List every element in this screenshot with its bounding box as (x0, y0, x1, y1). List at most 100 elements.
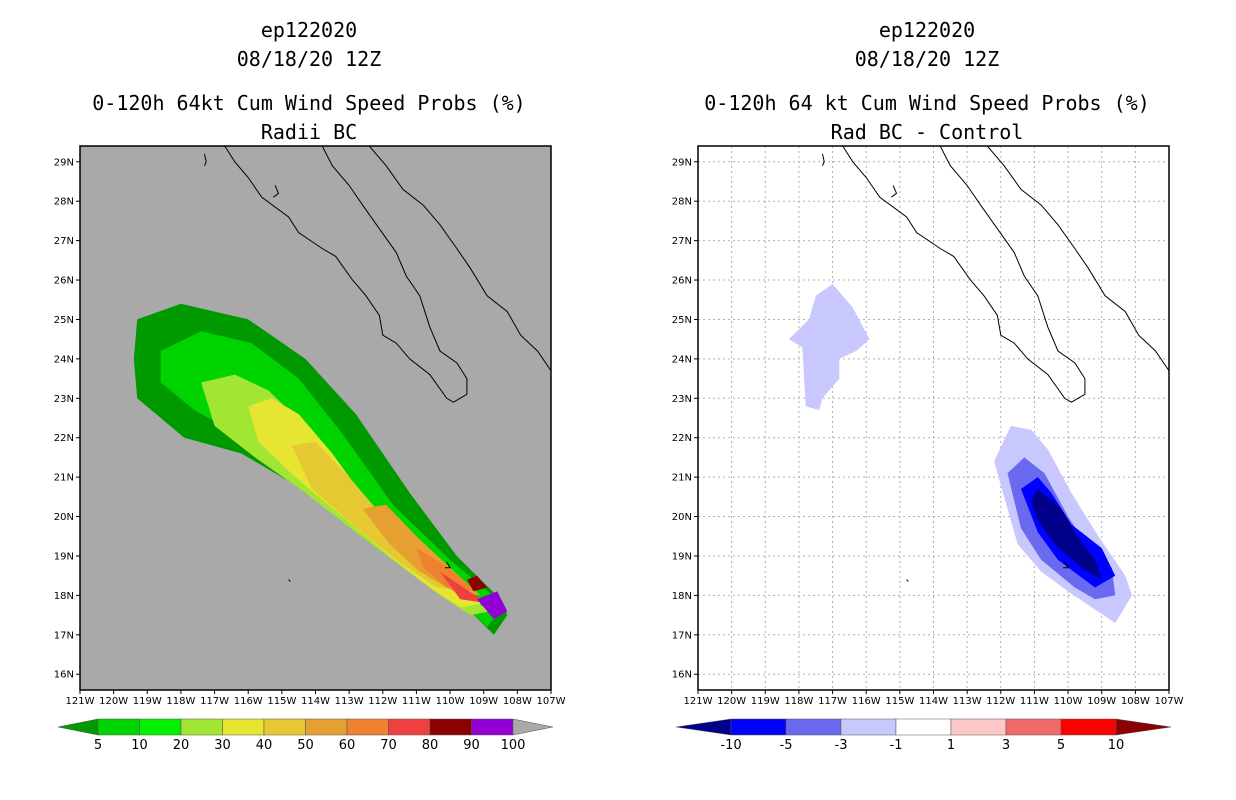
y-tick-label: 28N (54, 197, 74, 208)
colorbar-label: 10 (1108, 738, 1125, 753)
island (445, 561, 451, 569)
date-label: 08/18/20 12Z (236, 47, 382, 71)
contour-neg1 (788, 284, 870, 411)
plot-area (698, 146, 1169, 690)
colorbar-box (180, 718, 223, 736)
coastline-mainland (986, 146, 1169, 371)
island (822, 153, 825, 166)
x-tick-label: 112W (368, 696, 397, 707)
colorbar-label: 1 (947, 738, 955, 753)
coastline-baja (842, 146, 1086, 403)
colorbar-arrow-low (57, 718, 99, 736)
chart-subtitle: Rad BC - Control (830, 120, 1024, 144)
chart-title: 0-120h 64kt Cum Wind Speed Probs (%) (92, 91, 526, 115)
y-tick-label: 20N (54, 512, 74, 523)
colorbar-label: 90 (463, 738, 480, 753)
x-tick-label: 115W (885, 696, 914, 707)
contour-neg10 (1031, 489, 1102, 580)
colorbar-label: 5 (94, 738, 102, 753)
colorbar-box (785, 718, 842, 736)
y-tick-label: 24N (672, 354, 692, 365)
x-tick-label: 112W (986, 696, 1015, 707)
x-tick-label: 113W (335, 696, 364, 707)
colorbar-label: 40 (256, 738, 273, 753)
colorbar-label: 30 (214, 738, 231, 753)
y-tick-label: 22N (54, 433, 74, 444)
y-tick-label: 18N (54, 591, 74, 602)
island (891, 185, 898, 198)
x-tick-label: 108W (1121, 696, 1150, 707)
colorbar-box (950, 718, 1007, 736)
colorbar-arrow-high (512, 718, 554, 736)
x-tick-label: 121W (66, 696, 95, 707)
island (906, 579, 909, 582)
coastline-mainland (368, 146, 551, 371)
colorbar-label: 3 (1002, 738, 1010, 753)
right-panel: ep122020 08/18/20 12Z 0-120h 64 kt Cum W… (618, 0, 1236, 800)
colorbar-box (388, 718, 431, 736)
colorbar-box (1005, 718, 1062, 736)
x-tick-label: 120W (717, 696, 746, 707)
colorbar-box (263, 718, 306, 736)
y-tick-label: 21N (54, 473, 74, 484)
storm-id-label: ep122020 (260, 18, 358, 42)
y-tick-label: 17N (672, 630, 692, 641)
y-tick-label: 22N (672, 433, 692, 444)
coastline-baja (224, 146, 468, 403)
y-tick-label: 16N (54, 670, 74, 681)
date-label: 08/18/20 12Z (854, 47, 1000, 71)
colorbar-box (305, 718, 348, 736)
colorbar-box (895, 718, 952, 736)
left-panel: ep122020 08/18/20 12Z 0-120h 64kt Cum Wi… (54, 18, 566, 753)
colorbar-box (471, 718, 514, 736)
colorbar-box (222, 718, 265, 736)
colorbar-box (730, 718, 787, 736)
y-tick-label: 25N (54, 315, 74, 326)
island (273, 185, 280, 198)
x-tick-label: 111W (1020, 696, 1049, 707)
y-tick-label: 18N (672, 591, 692, 602)
colorbar-label: 100 (501, 738, 526, 753)
y-tick-label: 21N (672, 473, 692, 484)
contour-80 (466, 575, 488, 592)
x-tick-label: 109W (1087, 696, 1116, 707)
y-tick-label: 20N (672, 512, 692, 523)
y-tick-label: 17N (54, 630, 74, 641)
y-tick-label: 16N (672, 670, 692, 681)
colorbar-label: -1 (890, 738, 903, 753)
x-tick-label: 117W (818, 696, 847, 707)
y-tick-label: 23N (672, 394, 692, 405)
colorbar-label: 70 (380, 738, 397, 753)
colorbar-box (97, 718, 140, 736)
storm-id-label: ep122020 (878, 18, 976, 42)
y-tick-label: 29N (672, 157, 692, 168)
x-tick-label: 115W (267, 696, 296, 707)
colorbar-label: -3 (835, 738, 848, 753)
x-tick-label: 113W (953, 696, 982, 707)
plot-area (133, 146, 551, 635)
colorbar-label: 5 (1057, 738, 1065, 753)
y-tick-label: 25N (672, 315, 692, 326)
island (288, 579, 291, 582)
difference-map-chart: 121W 120W 119W 118W 117W 116W 115W 114W 113W 112W… (672, 145, 1184, 753)
y-tick-label: 19N (672, 551, 692, 562)
colorbar-label: -10 (720, 738, 741, 753)
colorbar-label: -5 (780, 738, 793, 753)
island (1063, 561, 1069, 569)
y-tick-label: 29N (54, 157, 74, 168)
colorbar-arrow-high (1115, 718, 1172, 736)
colorbar-box (429, 718, 472, 736)
island (204, 153, 207, 166)
y-tick-label: 24N (54, 354, 74, 365)
x-tick-label: 117W (200, 696, 229, 707)
contour-90 (477, 591, 508, 619)
colorbar-label: 60 (339, 738, 356, 753)
contour-70 (440, 571, 488, 604)
y-tick-label: 19N (54, 551, 74, 562)
x-tick-label: 109W (469, 696, 498, 707)
x-tick-label: 118W (784, 696, 813, 707)
probability-map-chart: 121W 120W 119W 118W 117W 116W 115W 114W 113W 112W… (54, 145, 566, 753)
x-tick-label: 107W (537, 696, 566, 707)
colorbar-box (346, 718, 389, 736)
x-tick-label: 119W (133, 696, 162, 707)
